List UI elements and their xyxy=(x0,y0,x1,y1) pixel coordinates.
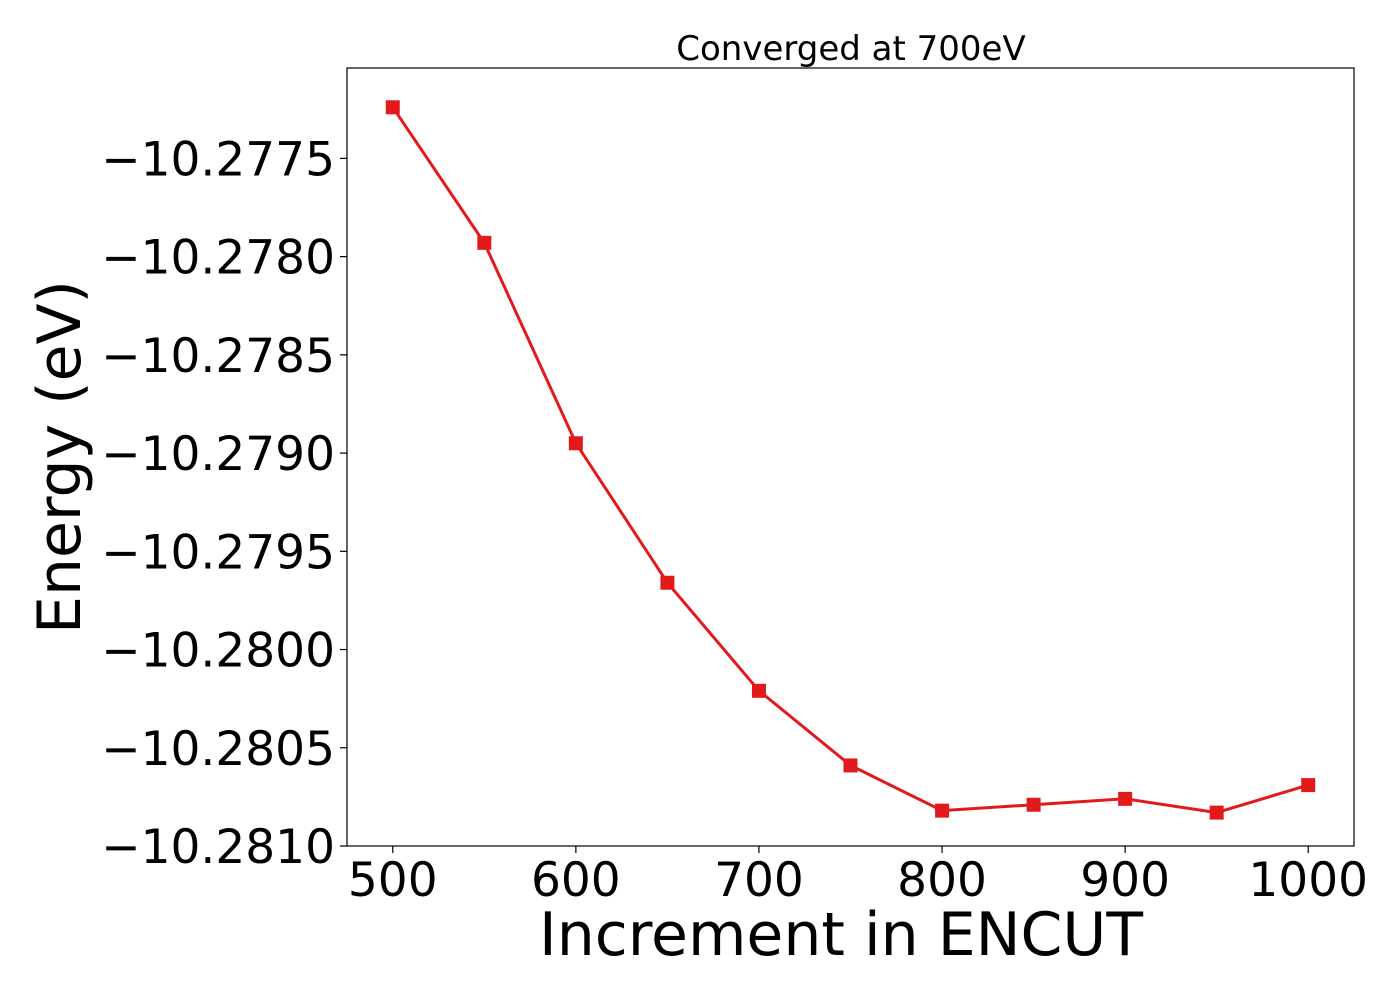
data-series xyxy=(385,100,1316,820)
data-point-marker xyxy=(751,683,766,698)
data-point-marker xyxy=(1026,797,1041,812)
data-point-marker xyxy=(660,575,675,590)
y-tick-label: −10.2790 xyxy=(101,427,335,482)
data-point-marker xyxy=(477,235,492,250)
x-tick-label: 600 xyxy=(531,853,621,908)
y-tick-label: −10.2810 xyxy=(101,820,335,875)
x-tick-label: 500 xyxy=(348,853,438,908)
data-point-marker xyxy=(935,803,950,818)
y-tick-label: −10.2780 xyxy=(101,231,335,286)
data-point-marker xyxy=(1118,791,1133,806)
x-tick-label: 800 xyxy=(897,853,987,908)
y-tick-label: −10.2775 xyxy=(101,132,335,187)
y-axis-ticks: −10.2775 −10.2780 −10.2785 −10.2790 −10.2795… xyxy=(101,132,347,875)
data-point-marker xyxy=(1209,805,1224,820)
series-line xyxy=(391,106,1309,815)
y-axis-label: Energy (eV) xyxy=(25,280,95,634)
x-tick-label: 700 xyxy=(714,853,804,908)
y-tick-label: −10.2805 xyxy=(101,722,335,777)
x-axis-ticks: 500 600 700 800 900 1000 xyxy=(348,846,1368,908)
data-point-marker xyxy=(843,758,858,773)
x-axis-label: Increment in ENCUT xyxy=(539,900,1143,970)
data-point-marker xyxy=(1301,778,1316,793)
y-tick-label: −10.2800 xyxy=(101,624,335,679)
plot-frame xyxy=(346,67,1355,847)
data-point-marker xyxy=(568,436,583,451)
x-tick-label: 900 xyxy=(1080,853,1170,908)
y-tick-label: −10.2795 xyxy=(101,525,335,580)
chart-title: Converged at 700eV xyxy=(676,29,1025,69)
x-tick-label: 1000 xyxy=(1248,853,1368,908)
data-point-marker xyxy=(385,100,400,115)
y-tick-label: −10.2785 xyxy=(101,329,335,384)
